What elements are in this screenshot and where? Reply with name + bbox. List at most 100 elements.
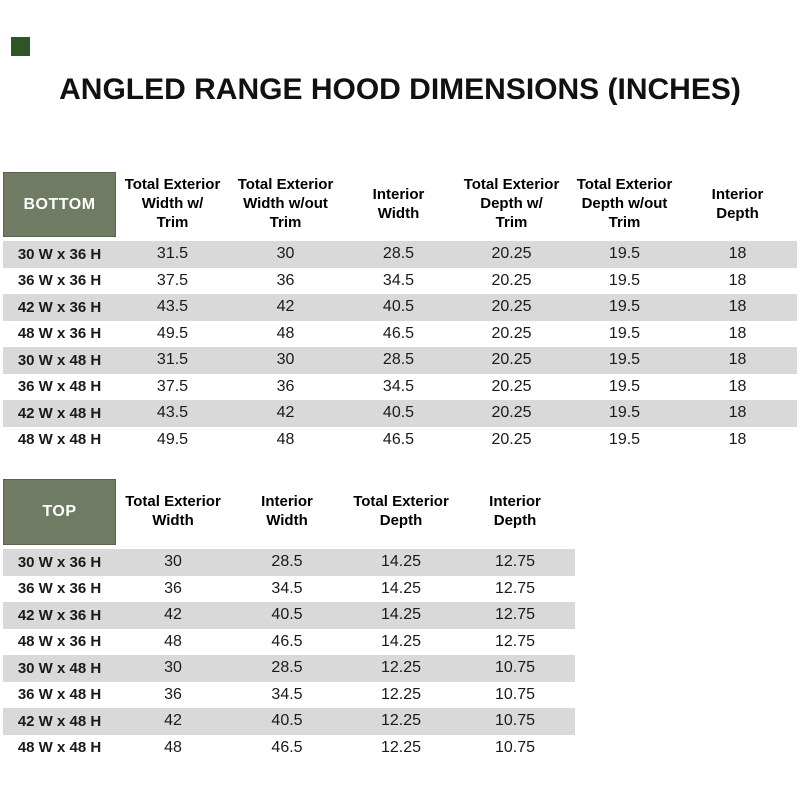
dimension-value: 20.25: [491, 430, 532, 448]
dimension-value: 12.75: [494, 553, 536, 571]
dimension-value: 10.75: [494, 685, 536, 703]
dimension-value: 19.5: [608, 351, 641, 369]
table-row: 36 W x 36 H 36 34.5 14.25 12.75: [3, 576, 575, 603]
dimension-value: 19.5: [608, 377, 641, 395]
dimension-value: 42: [164, 606, 182, 624]
dimension-value: 37.5: [156, 377, 189, 395]
column-header: Interior Depth: [711, 185, 764, 222]
dimension-value: 30: [276, 245, 295, 263]
dimension-value: 30: [276, 351, 295, 369]
dimension-value: 46.5: [382, 324, 415, 342]
column-header: Total Exterior Depth w/out Trim: [576, 176, 673, 231]
dimension-value: 48: [276, 430, 295, 448]
table-row: 36 W x 36 H 37.5 36 34.5 20.25 19.5 18: [3, 268, 797, 295]
dimension-value: 40.5: [271, 606, 303, 624]
table-row: 42 W x 36 H 43.5 42 40.5 20.25 19.5 18: [3, 294, 797, 321]
size-label: 48 W x 36 H: [17, 325, 102, 343]
bottom-table-header-row: BOTTOM Total Exterior Width w/ Trim Total…: [3, 168, 797, 241]
column-header: Total Exterior Width: [125, 493, 221, 529]
dimension-value: 30: [164, 553, 182, 571]
dimension-value: 12.25: [380, 712, 422, 730]
dimension-value: 31.5: [156, 351, 189, 369]
dimension-value: 36: [164, 579, 182, 597]
dimension-value: 42: [276, 298, 295, 316]
column-header: Interior Width: [261, 493, 313, 529]
dimension-value: 12.25: [380, 659, 422, 677]
dimension-value: 31.5: [156, 245, 189, 263]
table-row: 30 W x 48 H 31.5 30 28.5 20.25 19.5 18: [3, 347, 797, 374]
dimension-value: 36: [164, 685, 182, 703]
dimension-value: 42: [276, 404, 295, 422]
dimension-value: 18: [728, 271, 747, 289]
column-header: Total Exterior Depth w/ Trim: [463, 176, 560, 231]
dimension-value: 49.5: [156, 324, 189, 342]
column-header: Total Exterior Width w/out Trim: [237, 176, 334, 231]
dimension-value: 28.5: [271, 553, 303, 571]
dimension-value: 20.25: [491, 271, 532, 289]
column-header: Total Exterior Depth: [353, 493, 449, 529]
dimension-value: 14.25: [380, 606, 422, 624]
table-row: 42 W x 48 H 42 40.5 12.25 10.75: [3, 708, 575, 735]
table-row: 48 W x 48 H 49.5 48 46.5 20.25 19.5 18: [3, 427, 797, 454]
table-row: 48 W x 48 H 48 46.5 12.25 10.75: [3, 735, 575, 762]
dimension-value: 36: [276, 377, 295, 395]
dimension-value: 34.5: [382, 377, 415, 395]
dimension-value: 20.25: [491, 351, 532, 369]
column-header: Interior Depth: [489, 493, 541, 529]
dimension-value: 40.5: [382, 298, 415, 316]
dimension-value: 19.5: [608, 245, 641, 263]
dimension-value: 18: [728, 324, 747, 342]
dimension-value: 10.75: [494, 712, 536, 730]
dimension-value: 40.5: [271, 712, 303, 730]
finish-color-swatch: [11, 37, 30, 56]
dimension-value: 19.5: [608, 430, 641, 448]
size-label: 36 W x 36 H: [17, 580, 102, 598]
size-label: 42 W x 48 H: [17, 712, 102, 730]
table-row: 48 W x 36 H 49.5 48 46.5 20.25 19.5 18: [3, 321, 797, 348]
size-label: 36 W x 48 H: [17, 378, 102, 396]
dimension-value: 48: [164, 632, 182, 650]
dimension-value: 34.5: [271, 685, 303, 703]
dimension-value: 18: [728, 404, 747, 422]
size-label: 30 W x 36 H: [17, 553, 102, 571]
dimension-value: 42: [164, 712, 182, 730]
dimension-value: 14.25: [380, 632, 422, 650]
table-row: 48 W x 36 H 48 46.5 14.25 12.75: [3, 629, 575, 656]
bottom-dimensions-table: BOTTOM Total Exterior Width w/ Trim Total…: [3, 168, 797, 453]
dimension-value: 14.25: [380, 553, 422, 571]
size-label: 30 W x 48 H: [17, 659, 102, 677]
table-row: 30 W x 36 H 30 28.5 14.25 12.75: [3, 549, 575, 576]
dimension-value: 19.5: [608, 298, 641, 316]
dimension-value: 12.75: [494, 632, 536, 650]
dimension-value: 40.5: [382, 404, 415, 422]
table-row: 36 W x 48 H 37.5 36 34.5 20.25 19.5 18: [3, 374, 797, 401]
top-table-label: TOP: [3, 479, 116, 545]
dimension-value: 18: [728, 245, 747, 263]
dimension-value: 43.5: [156, 298, 189, 316]
dimension-value: 37.5: [156, 271, 189, 289]
table-row: 36 W x 48 H 36 34.5 12.25 10.75: [3, 682, 575, 709]
dimension-value: 36: [276, 271, 295, 289]
dimension-value: 34.5: [382, 271, 415, 289]
dimension-value: 20.25: [491, 298, 532, 316]
dimension-value: 28.5: [382, 245, 415, 263]
dimension-value: 18: [728, 298, 747, 316]
size-label: 36 W x 36 H: [17, 272, 102, 290]
size-label: 30 W x 48 H: [17, 351, 102, 369]
dimension-value: 10.75: [494, 738, 536, 756]
dimension-value: 20.25: [491, 377, 532, 395]
dimension-value: 46.5: [271, 738, 303, 756]
dimension-value: 20.25: [491, 324, 532, 342]
size-label: 48 W x 36 H: [17, 633, 102, 651]
dimension-value: 19.5: [608, 271, 641, 289]
size-label: 48 W x 48 H: [17, 431, 102, 449]
dimension-value: 30: [164, 659, 182, 677]
page-title: ANGLED RANGE HOOD DIMENSIONS (INCHES): [59, 73, 741, 106]
dimension-value: 18: [728, 430, 747, 448]
table-row: 30 W x 36 H 31.5 30 28.5 20.25 19.5 18: [3, 241, 797, 268]
dimension-value: 34.5: [271, 579, 303, 597]
dimension-value: 46.5: [271, 632, 303, 650]
dimension-value: 48: [164, 738, 182, 756]
dimension-value: 19.5: [608, 404, 641, 422]
